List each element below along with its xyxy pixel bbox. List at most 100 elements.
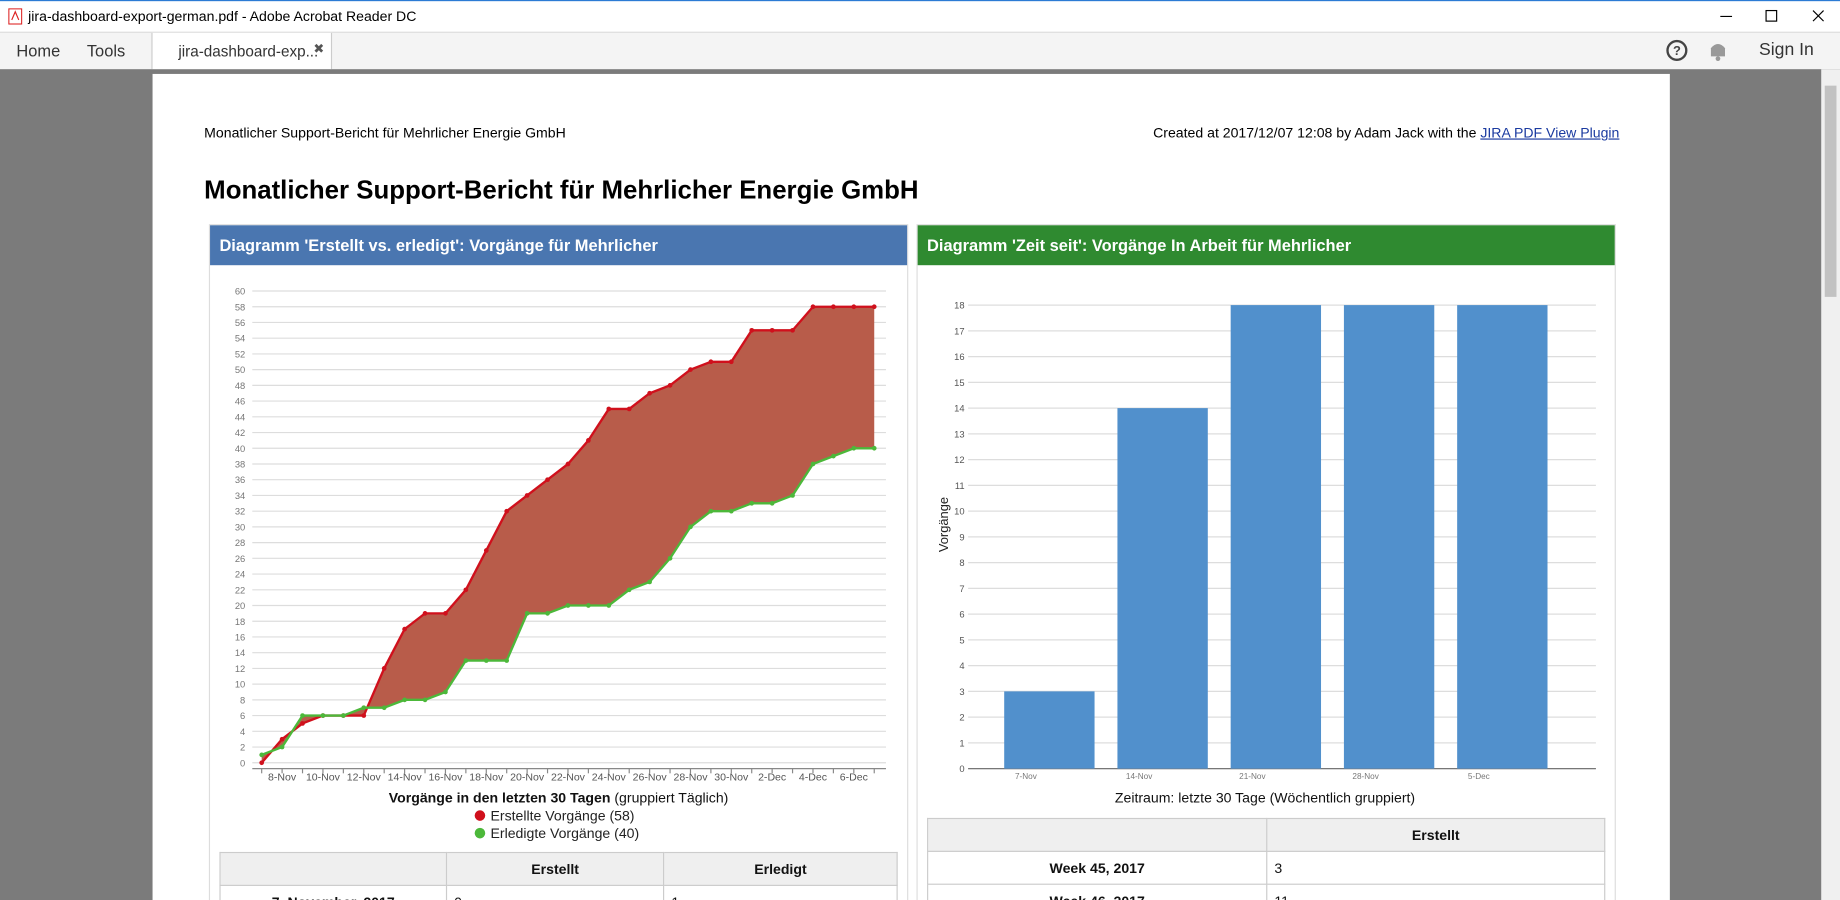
data-point	[300, 721, 305, 726]
data-point	[341, 713, 346, 718]
table-cell: 0	[445, 884, 665, 900]
data-point	[688, 524, 693, 530]
data-point	[688, 367, 693, 372]
legend-label: Erstellte Vorgänge (58)	[491, 807, 635, 823]
data-point	[647, 579, 652, 585]
data-point	[626, 406, 632, 412]
data-point	[565, 603, 571, 608]
x-tick-label: 12-Nov	[347, 771, 382, 783]
data-point	[667, 555, 673, 561]
y-tick-label: 0	[240, 758, 245, 768]
y-tick-label: 18	[954, 301, 964, 311]
y-tick-label: 42	[235, 428, 245, 438]
data-point	[749, 500, 755, 506]
y-tick-label: 52	[235, 349, 245, 359]
data-point	[728, 508, 734, 514]
data-point	[422, 611, 428, 616]
y-tick-label: 11	[955, 481, 965, 491]
data-point	[300, 713, 305, 718]
data-point	[728, 359, 734, 365]
window-controls[interactable]	[1713, 7, 1830, 26]
data-point	[259, 760, 265, 766]
data-point	[443, 689, 448, 695]
x-tick-label: 26-Nov	[633, 771, 668, 783]
x-tick-label: 2-Dec	[758, 771, 786, 783]
bar	[1117, 408, 1208, 769]
data-point	[361, 713, 367, 718]
data-point	[708, 359, 714, 365]
created-text: Created at 2017/12/07 12:08 by Adam Jack…	[1153, 124, 1477, 141]
scrollbar[interactable]	[1821, 69, 1840, 900]
app-icon	[8, 8, 23, 25]
x-axis-title: Vorgänge in den letzten 30 Tagen (gruppi…	[389, 790, 729, 806]
data-point	[871, 304, 877, 310]
data-point	[586, 438, 591, 443]
x-axis-title-note: (gruppiert Täglich)	[614, 790, 728, 806]
tools-tab[interactable]: Tools	[86, 41, 126, 60]
tab-label: jira-dashboard-exp...	[178, 42, 319, 60]
tab-close[interactable]: ✖	[313, 42, 325, 57]
table-cell	[219, 851, 448, 886]
data-point	[483, 658, 489, 663]
data-point	[769, 500, 775, 506]
data-point	[545, 477, 550, 483]
data-point	[851, 445, 857, 451]
y-tick-label: 10	[235, 680, 245, 690]
y-tick-label: 46	[235, 397, 245, 407]
x-tick-label: 14-Nov	[388, 771, 423, 783]
y-tick-label: 7	[959, 584, 964, 594]
y-tick-label: 12	[235, 664, 245, 674]
title-bar: jira-dashboard-export-german.pdf - Adobe…	[0, 0, 1840, 33]
y-tick-label: 18	[235, 617, 245, 627]
data-point	[749, 327, 755, 333]
y-tick-label: 14	[235, 648, 245, 658]
plugin-link[interactable]: JIRA PDF View Plugin	[1480, 124, 1620, 141]
bar	[1457, 305, 1548, 769]
header-left: Monatlicher Support-Bericht für Mehrlich…	[204, 124, 566, 141]
data-point	[606, 406, 612, 412]
x-tick-label: 7-Nov	[1015, 772, 1038, 781]
legend-swatch	[474, 827, 486, 839]
data-point	[524, 493, 530, 498]
x-tick-label: 4-Dec	[799, 771, 827, 783]
data-point	[504, 658, 510, 663]
home-tab[interactable]: Home	[16, 41, 61, 60]
y-tick-label: 58	[235, 302, 245, 312]
data-point	[831, 453, 836, 459]
x-tick-label: 5-Dec	[1468, 772, 1490, 781]
data-point	[769, 327, 775, 333]
bar	[1230, 305, 1322, 769]
y-tick-label: 4	[959, 661, 964, 671]
x-tick-label: 6-Dec	[840, 771, 868, 783]
document-tab[interactable]: jira-dashboard-exp... ✖	[151, 32, 333, 70]
y-tick-label: 13	[954, 429, 964, 439]
sign-in[interactable]: Sign In	[1759, 39, 1814, 60]
x-tick-label: 22-Nov	[551, 771, 586, 783]
x-tick-label: 28-Nov	[1352, 772, 1379, 781]
y-tick-label: 9	[959, 532, 964, 542]
data-point	[524, 611, 530, 616]
x-tick-label: 20-Nov	[510, 771, 545, 783]
data-point	[381, 705, 387, 711]
y-tick-label: 48	[235, 381, 245, 391]
data-point	[606, 603, 612, 608]
data-point	[279, 736, 285, 742]
data-point	[565, 461, 571, 467]
y-tick-label: 26	[235, 554, 245, 564]
data-point	[361, 705, 367, 711]
y-tick-label: 34	[235, 491, 245, 501]
y-tick-label: 15	[954, 378, 964, 388]
y-tick-label: 36	[235, 475, 245, 485]
y-tick-label: 14	[954, 404, 964, 414]
y-tick-label: 60	[235, 287, 245, 297]
y-tick-label: 1	[959, 738, 964, 748]
toolbar-icons[interactable]: ?	[1665, 39, 1735, 65]
data-point	[279, 744, 285, 750]
data-point	[402, 697, 407, 703]
header-right: Created at 2017/12/07 12:08 by Adam Jack…	[1153, 124, 1619, 140]
bar	[1004, 691, 1095, 769]
